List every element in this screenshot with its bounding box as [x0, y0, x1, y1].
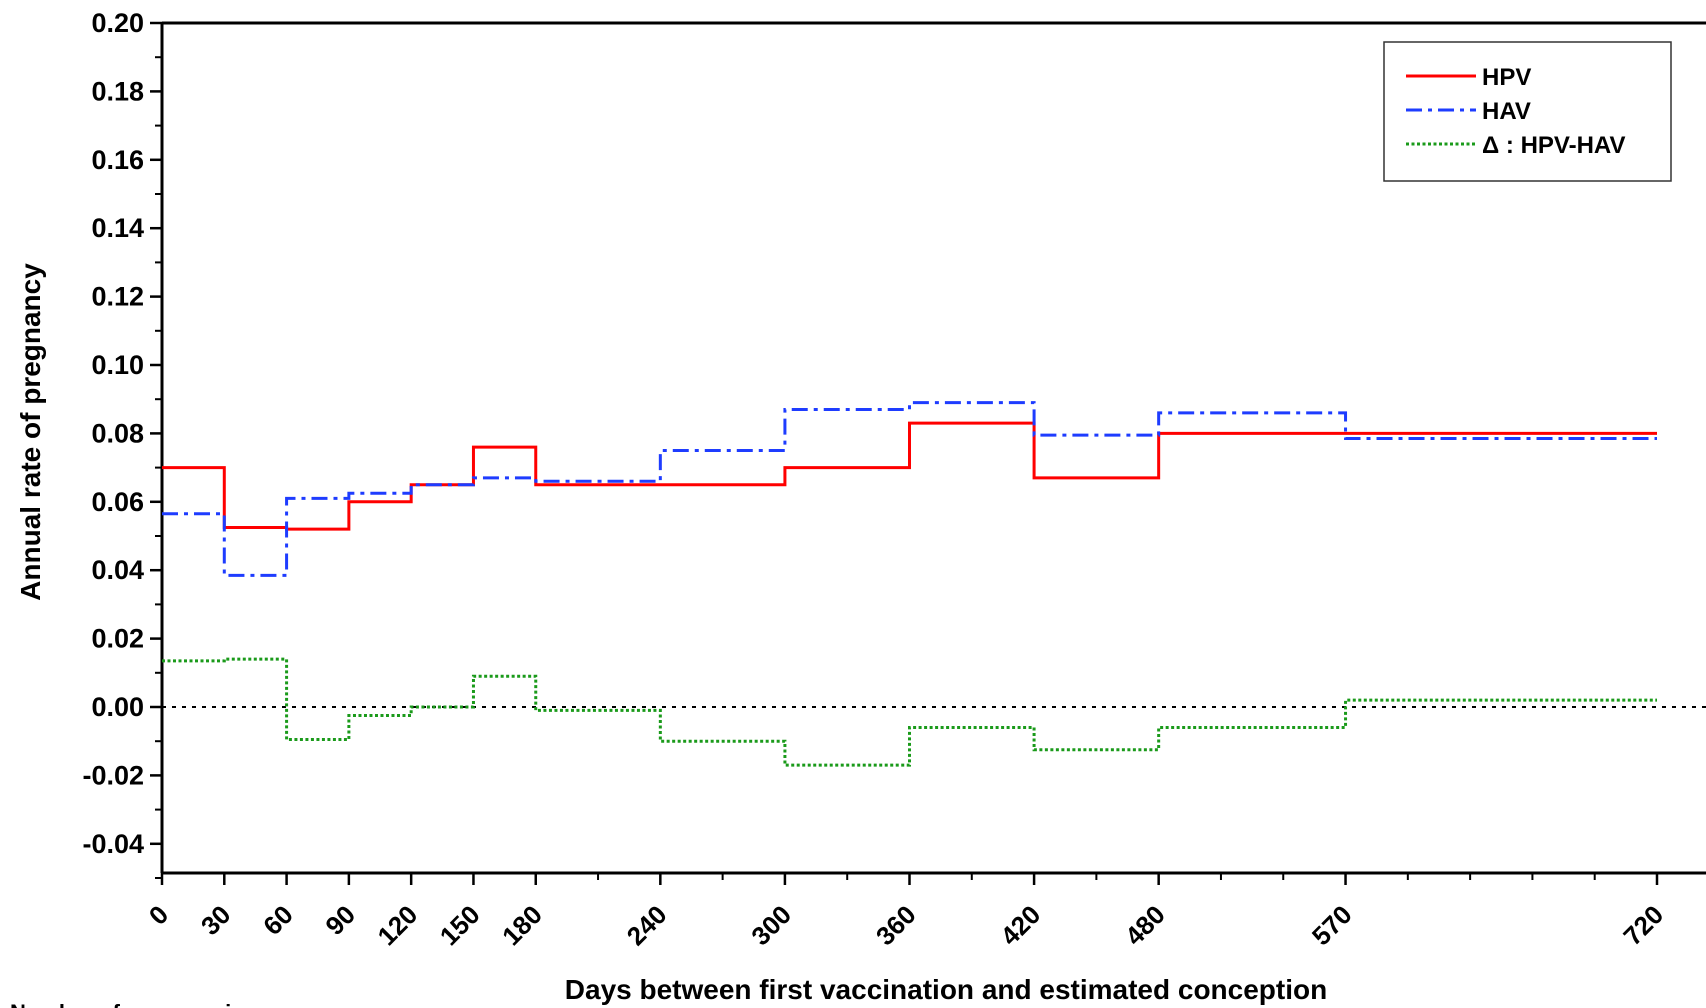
- x-tick-label: 420: [994, 899, 1046, 951]
- y-tick-label: 0.00: [91, 692, 144, 722]
- x-tick-label: 360: [870, 899, 922, 951]
- x-tick-label: 570: [1306, 899, 1358, 951]
- legend-label-0: HPV: [1482, 64, 1531, 91]
- legend-label-2: Δ : HPV-HAV: [1482, 132, 1625, 159]
- x-tick-label: 150: [434, 899, 486, 951]
- x-tick-label: 30: [195, 899, 237, 941]
- legend-label-1: HAV: [1482, 98, 1531, 125]
- series-line-1: [162, 401, 1657, 577]
- y-tick-label: 0.10: [91, 350, 144, 380]
- y-tick-label: -0.04: [82, 829, 144, 859]
- x-tick-label: 120: [372, 899, 424, 951]
- y-axis: -0.04 -0.02 0.00 0.02 0.04 0.06 0.08 0.10 0.12 0.…: [82, 8, 162, 879]
- x-tick-label: 300: [745, 899, 797, 951]
- y-tick-label: -0.02: [82, 760, 144, 790]
- y-tick-label: 0.02: [91, 624, 144, 654]
- y-tick-label: 0.06: [91, 487, 144, 517]
- x-tick-label: 180: [496, 899, 548, 951]
- y-axis-title: Annual rate of pregnancy: [15, 263, 46, 601]
- y-tick-label: 0.16: [91, 145, 144, 175]
- x-tick-label: 720: [1617, 899, 1669, 951]
- x-tick-label: 90: [319, 899, 361, 941]
- series-line-2: [162, 657, 1657, 767]
- x-axis: 0 30 60 90 120 150 180 240 300 360 420 480 570 720: [143, 873, 1669, 951]
- x-tick-label: 60: [257, 899, 299, 941]
- x-tick-label: 0: [143, 899, 174, 930]
- y-tick-label: 0.12: [91, 282, 144, 312]
- legend: HPV HAV Δ : HPV-HAV: [1383, 41, 1672, 182]
- x-tick-label: 240: [621, 899, 673, 951]
- y-tick-label: 0.18: [91, 76, 144, 106]
- footer-text: Number of pregnancies: [10, 1000, 256, 1008]
- y-tick-label: 0.14: [91, 213, 144, 243]
- x-tick-label: 480: [1119, 899, 1171, 951]
- series-group: [162, 401, 1706, 767]
- y-tick-label: 0.20: [91, 8, 144, 38]
- x-axis-title: Days between first vaccination and estim…: [565, 974, 1327, 1005]
- plot-frame: [160, 21, 1706, 875]
- y-tick-label: 0.08: [91, 418, 144, 448]
- y-tick-label: 0.04: [91, 555, 144, 585]
